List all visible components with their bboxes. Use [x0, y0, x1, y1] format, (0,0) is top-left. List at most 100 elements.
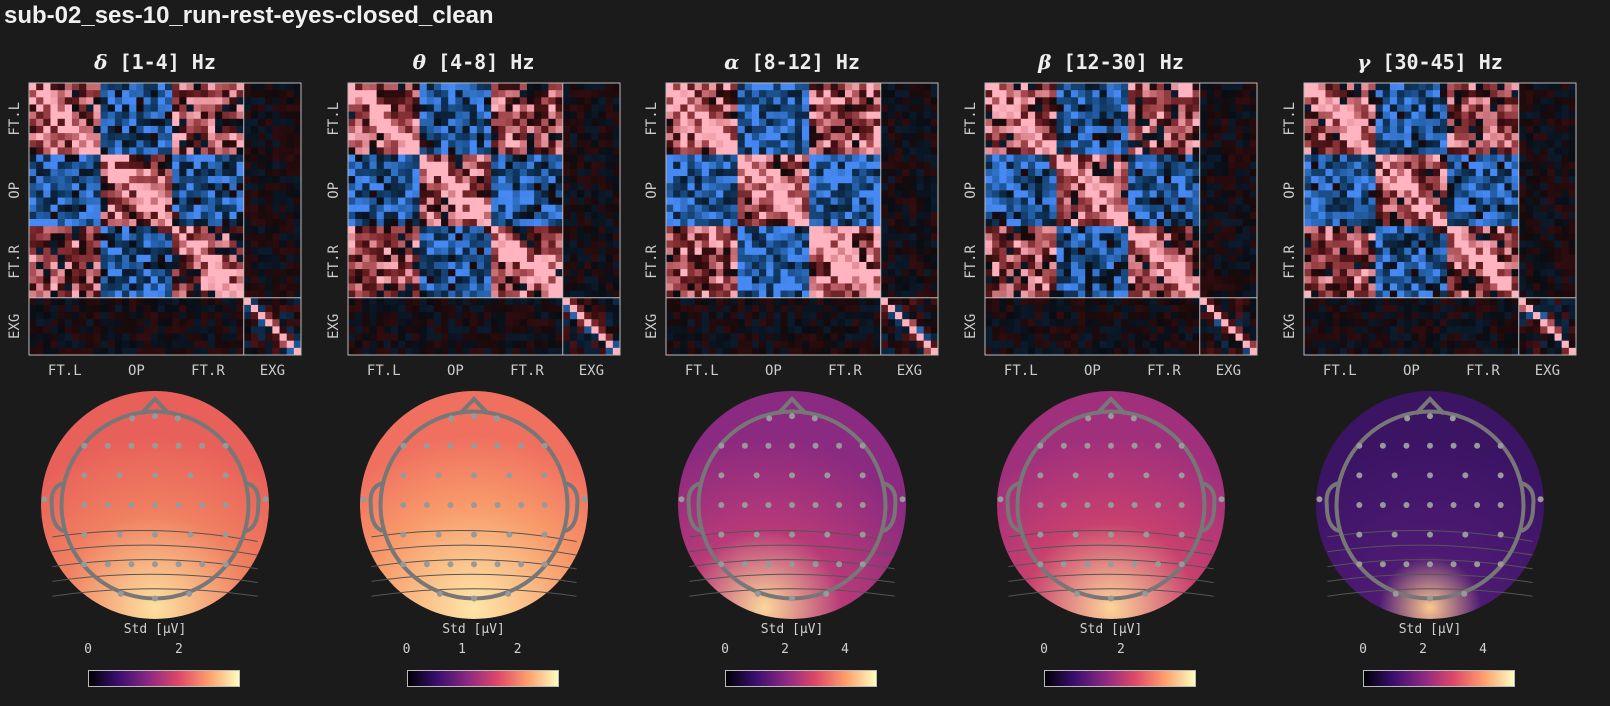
matrix-cell [1006, 104, 1015, 113]
matrix-cell [985, 147, 993, 156]
matrix-cell [547, 240, 556, 249]
matrix-cell [576, 104, 585, 113]
matrix-cell [583, 125, 592, 134]
matrix-cell [576, 83, 585, 91]
matrix-cell [1185, 125, 1194, 134]
matrix-cell [476, 240, 484, 249]
matrix-cell [512, 333, 520, 342]
matrix-cell [129, 90, 137, 98]
matrix-cell [680, 125, 688, 134]
matrix-cell [107, 90, 116, 98]
matrix-cell [916, 219, 925, 227]
matrix-cell [272, 133, 281, 141]
matrix-cell [143, 347, 152, 356]
matrix-cell [293, 240, 302, 249]
matrix-cell [476, 233, 484, 241]
contour-line [689, 573, 895, 584]
matrix-cell [143, 290, 152, 299]
matrix-cell [773, 147, 782, 156]
matrix-cell [1027, 161, 1036, 170]
matrix-cell [250, 168, 259, 177]
matrix-cell [107, 204, 116, 213]
matrix-cell [873, 125, 882, 134]
matrix-cell [43, 190, 51, 199]
matrix-cell [730, 111, 739, 120]
matrix-cell [504, 168, 513, 177]
matrix-cell [902, 90, 910, 98]
matrix-cell [866, 247, 875, 256]
matrix-cell [816, 261, 824, 270]
matrix-cell [469, 197, 477, 206]
matrix-cell [462, 176, 470, 184]
matrix-cell [454, 97, 463, 105]
matrix-cell [902, 111, 910, 120]
matrix-cell [390, 312, 399, 320]
matrix-cell [992, 83, 1000, 91]
matrix-cell [887, 97, 896, 105]
matrix-cell [504, 140, 513, 148]
matrix-cell [583, 304, 592, 313]
matrix-cell [454, 283, 463, 292]
matrix-cell [258, 304, 266, 313]
matrix-cell [347, 333, 356, 342]
matrix-cell [236, 97, 245, 105]
matrix-cell [193, 90, 202, 98]
matrix-cell [207, 190, 216, 199]
matrix-cell [773, 247, 782, 256]
sensor-dot [116, 531, 123, 538]
sensor-dot [789, 531, 795, 538]
matrix-cell [1142, 140, 1151, 148]
matrix-cell [873, 347, 882, 356]
matrix-cell [390, 326, 399, 335]
matrix-cell [86, 240, 94, 249]
matrix-cell [519, 261, 527, 270]
matrix-cell [773, 104, 782, 113]
matrix-cell [590, 83, 599, 91]
matrix-cell [243, 290, 252, 299]
matrix-cell [122, 233, 130, 241]
matrix-cell [222, 140, 230, 148]
matrix-cell [293, 168, 302, 177]
matrix-cell [265, 125, 273, 134]
matrix-cell [258, 104, 266, 113]
matrix-cell [411, 319, 420, 327]
matrix-cell [802, 319, 810, 327]
matrix-cell [404, 312, 413, 320]
matrix-cell [376, 319, 384, 327]
matrix-cell [86, 276, 94, 284]
matrix-cell [243, 326, 252, 335]
matrix-cell [200, 140, 209, 148]
matrix-cell [916, 312, 925, 320]
matrix-cell [229, 125, 238, 134]
matrix-cell [666, 97, 674, 105]
matrix-cell [930, 168, 939, 177]
matrix-cell [100, 147, 109, 156]
matrix-cell [186, 340, 195, 349]
matrix-cell [1185, 104, 1194, 113]
matrix-cell [773, 168, 782, 177]
matrix-cell [179, 183, 187, 191]
matrix-cell [293, 219, 302, 227]
matrix-cell [576, 340, 585, 349]
matrix-cell [368, 240, 377, 249]
matrix-cell [404, 240, 413, 249]
matrix-cell [844, 111, 853, 120]
matrix-cell [57, 226, 66, 234]
matrix-cell [243, 247, 252, 256]
matrix-cell [272, 176, 281, 184]
matrix-cell [433, 261, 442, 270]
matrix-cell [383, 211, 391, 220]
matrix-cell [383, 183, 391, 191]
matrix-cell [773, 312, 782, 320]
matrix-cell [1163, 140, 1172, 148]
matrix-cell [215, 269, 223, 277]
matrix-cell [930, 97, 939, 105]
matrix-cell [368, 276, 377, 284]
matrix-cell [100, 211, 109, 220]
matrix-cell [766, 247, 774, 256]
matrix-cell [215, 97, 223, 105]
matrix-cell [1027, 154, 1036, 163]
matrix-cell [64, 261, 73, 270]
matrix-cell [361, 147, 370, 156]
matrix-cell [759, 233, 767, 241]
